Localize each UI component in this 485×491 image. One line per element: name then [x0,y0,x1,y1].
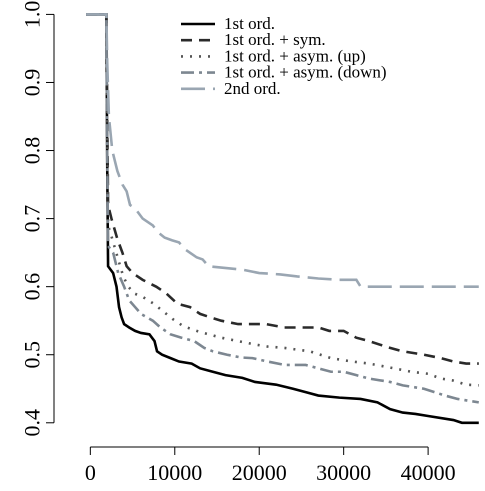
y-tick-label: 0.9 [20,69,45,97]
x-tick-label: 40000 [401,460,456,485]
y-tick-label: 0.8 [20,137,45,165]
y-tick-label: 0.6 [20,273,45,301]
series-line-3 [86,13,479,387]
legend-label-2: 1st ord. + sym. [224,30,326,49]
series-line-1 [86,13,479,425]
legend-label-5: 2nd ord. [224,79,281,98]
x-tick-label: 10000 [147,460,202,485]
series-line-4 [86,13,479,404]
legend-label-3: 1st ord. + asym. (up) [224,46,366,65]
legend: 1st ord.1st ord. + sym.1st ord. + asym. … [181,14,387,98]
x-tick-label: 20000 [232,460,287,485]
series-lines [86,13,479,425]
series-line-5 [86,13,479,288]
axes: 0 10000 20000 30000 40000 0.4 0.5 0.6 0.7 0.8 0.9 1… [20,1,456,485]
y-tick-label: 0.7 [20,205,45,233]
y-tick-label: 0.4 [20,409,45,437]
x-tick-label: 30000 [316,460,371,485]
series-line-2 [86,13,479,365]
y-tick-label: 0.5 [20,341,45,369]
x-tick-label: 0 [85,460,96,485]
y-tick-label: 1.0 [20,1,45,29]
legend-label-1: 1st ord. [224,14,275,33]
legend-label-4: 1st ord. + asym. (down) [224,63,387,82]
